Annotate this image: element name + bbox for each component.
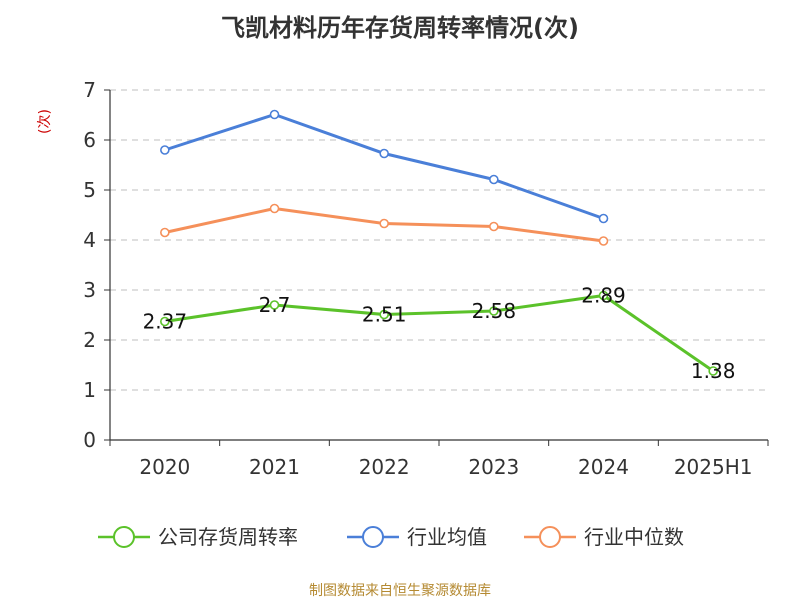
data-label: 2.37 — [143, 310, 188, 334]
data-point — [269, 300, 280, 310]
data-point — [489, 174, 499, 185]
source-note: 制图数据来自恒生聚源数据库 — [309, 583, 491, 599]
series-line — [164, 294, 715, 373]
data-point — [489, 306, 499, 316]
y-tick-label: 4 — [83, 228, 96, 252]
legend-label: 公司存货周转率 — [158, 525, 298, 549]
x-tick-label: 2023 — [468, 455, 519, 479]
chart-title: 飞凯材料历年存货周转率情况(次) — [221, 14, 579, 42]
data-point — [489, 221, 499, 232]
data-point — [269, 203, 280, 214]
data-point — [598, 290, 609, 301]
y-tick-label: 6 — [83, 128, 96, 152]
axes: 0 1 2 3 4 5 6 7 2020 2021 2022 2023 2024 2025H1 — [83, 78, 769, 479]
x-tick-label: 2022 — [359, 455, 410, 479]
legend[interactable]: 公司存货周转率 行业均值 行业中位数 — [98, 525, 684, 549]
data-point — [598, 213, 609, 224]
data-point — [708, 366, 718, 376]
data-labels: 2.37 2.7 2.51 2.58 2.89 1.38 — [143, 284, 736, 384]
y-tick-label: 0 — [83, 428, 96, 452]
data-label: 2.51 — [362, 303, 407, 327]
data-point — [160, 145, 170, 155]
y-tick-label: 7 — [83, 78, 96, 102]
data-label: 2.89 — [581, 284, 626, 308]
data-point — [160, 316, 170, 327]
data-point — [379, 148, 389, 159]
legend-marker — [539, 526, 561, 548]
y-tick-label: 2 — [83, 328, 96, 352]
legend-marker — [113, 526, 135, 548]
series-lines — [160, 109, 718, 376]
data-point — [160, 227, 170, 238]
x-tick-label: 2025H1 — [674, 455, 753, 479]
x-tick-label: 2024 — [578, 455, 629, 479]
data-label: 2.7 — [259, 293, 291, 317]
legend-label: 行业中位数 — [584, 525, 684, 549]
legend-marker — [362, 526, 384, 548]
y-tick-label: 5 — [83, 178, 96, 202]
legend-label: 行业均值 — [407, 525, 487, 549]
data-point — [598, 236, 609, 246]
series-line — [164, 113, 605, 220]
x-tick-label: 2020 — [139, 455, 190, 479]
x-tick-label: 2021 — [249, 455, 300, 479]
data-label: 2.58 — [472, 299, 517, 323]
data-point — [379, 218, 389, 229]
y-tick-label: 3 — [83, 278, 96, 302]
data-label: 1.38 — [691, 359, 736, 383]
y-tick-label: 1 — [83, 378, 96, 402]
data-point — [379, 309, 389, 320]
data-point — [269, 109, 280, 120]
